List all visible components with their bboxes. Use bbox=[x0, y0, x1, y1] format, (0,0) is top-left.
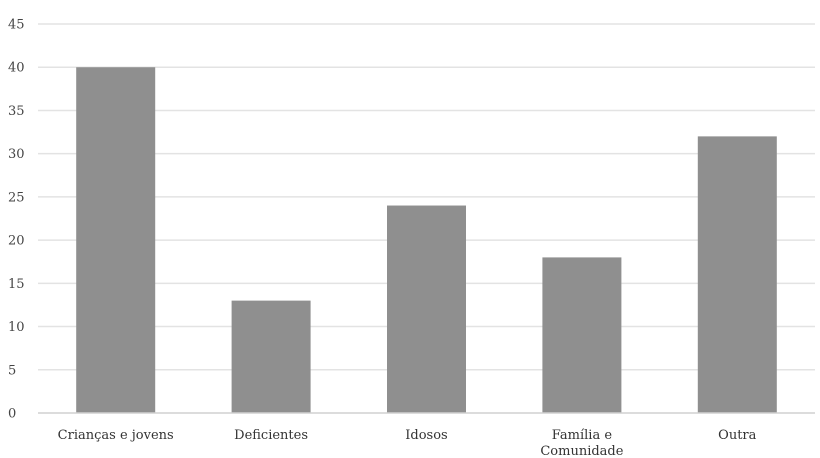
bars bbox=[76, 67, 777, 413]
x-category-label: Comunidade bbox=[540, 444, 623, 458]
x-category-label: Família e bbox=[552, 428, 613, 443]
y-tick-label: 5 bbox=[8, 363, 16, 378]
bar-1 bbox=[231, 300, 311, 413]
bar-3 bbox=[542, 257, 622, 413]
y-tick-label: 40 bbox=[8, 61, 25, 76]
bar-4 bbox=[697, 136, 777, 413]
y-tick-label: 0 bbox=[8, 407, 16, 422]
gridlines bbox=[38, 23, 815, 371]
bar-0 bbox=[76, 67, 156, 413]
y-tick-label: 35 bbox=[8, 104, 25, 119]
y-tick-label: 45 bbox=[8, 18, 25, 33]
y-tick-label: 20 bbox=[8, 234, 25, 249]
x-category-label: Crianças e jovens bbox=[58, 428, 174, 443]
x-axis-category-labels: Crianças e jovens Deficientes Idosos Famíli… bbox=[58, 428, 757, 458]
x-category-label: Outra bbox=[718, 428, 756, 443]
x-category-label: Deficientes bbox=[234, 428, 308, 443]
y-tick-label: 30 bbox=[8, 147, 25, 162]
y-tick-label: 10 bbox=[8, 320, 25, 335]
y-tick-label: 15 bbox=[8, 277, 25, 292]
y-axis-tick-labels: 0 5 10 15 20 25 30 35 40 45 bbox=[8, 18, 25, 422]
x-category-label: Idosos bbox=[405, 428, 447, 443]
y-tick-label: 25 bbox=[8, 190, 25, 205]
bar-2 bbox=[387, 205, 466, 413]
